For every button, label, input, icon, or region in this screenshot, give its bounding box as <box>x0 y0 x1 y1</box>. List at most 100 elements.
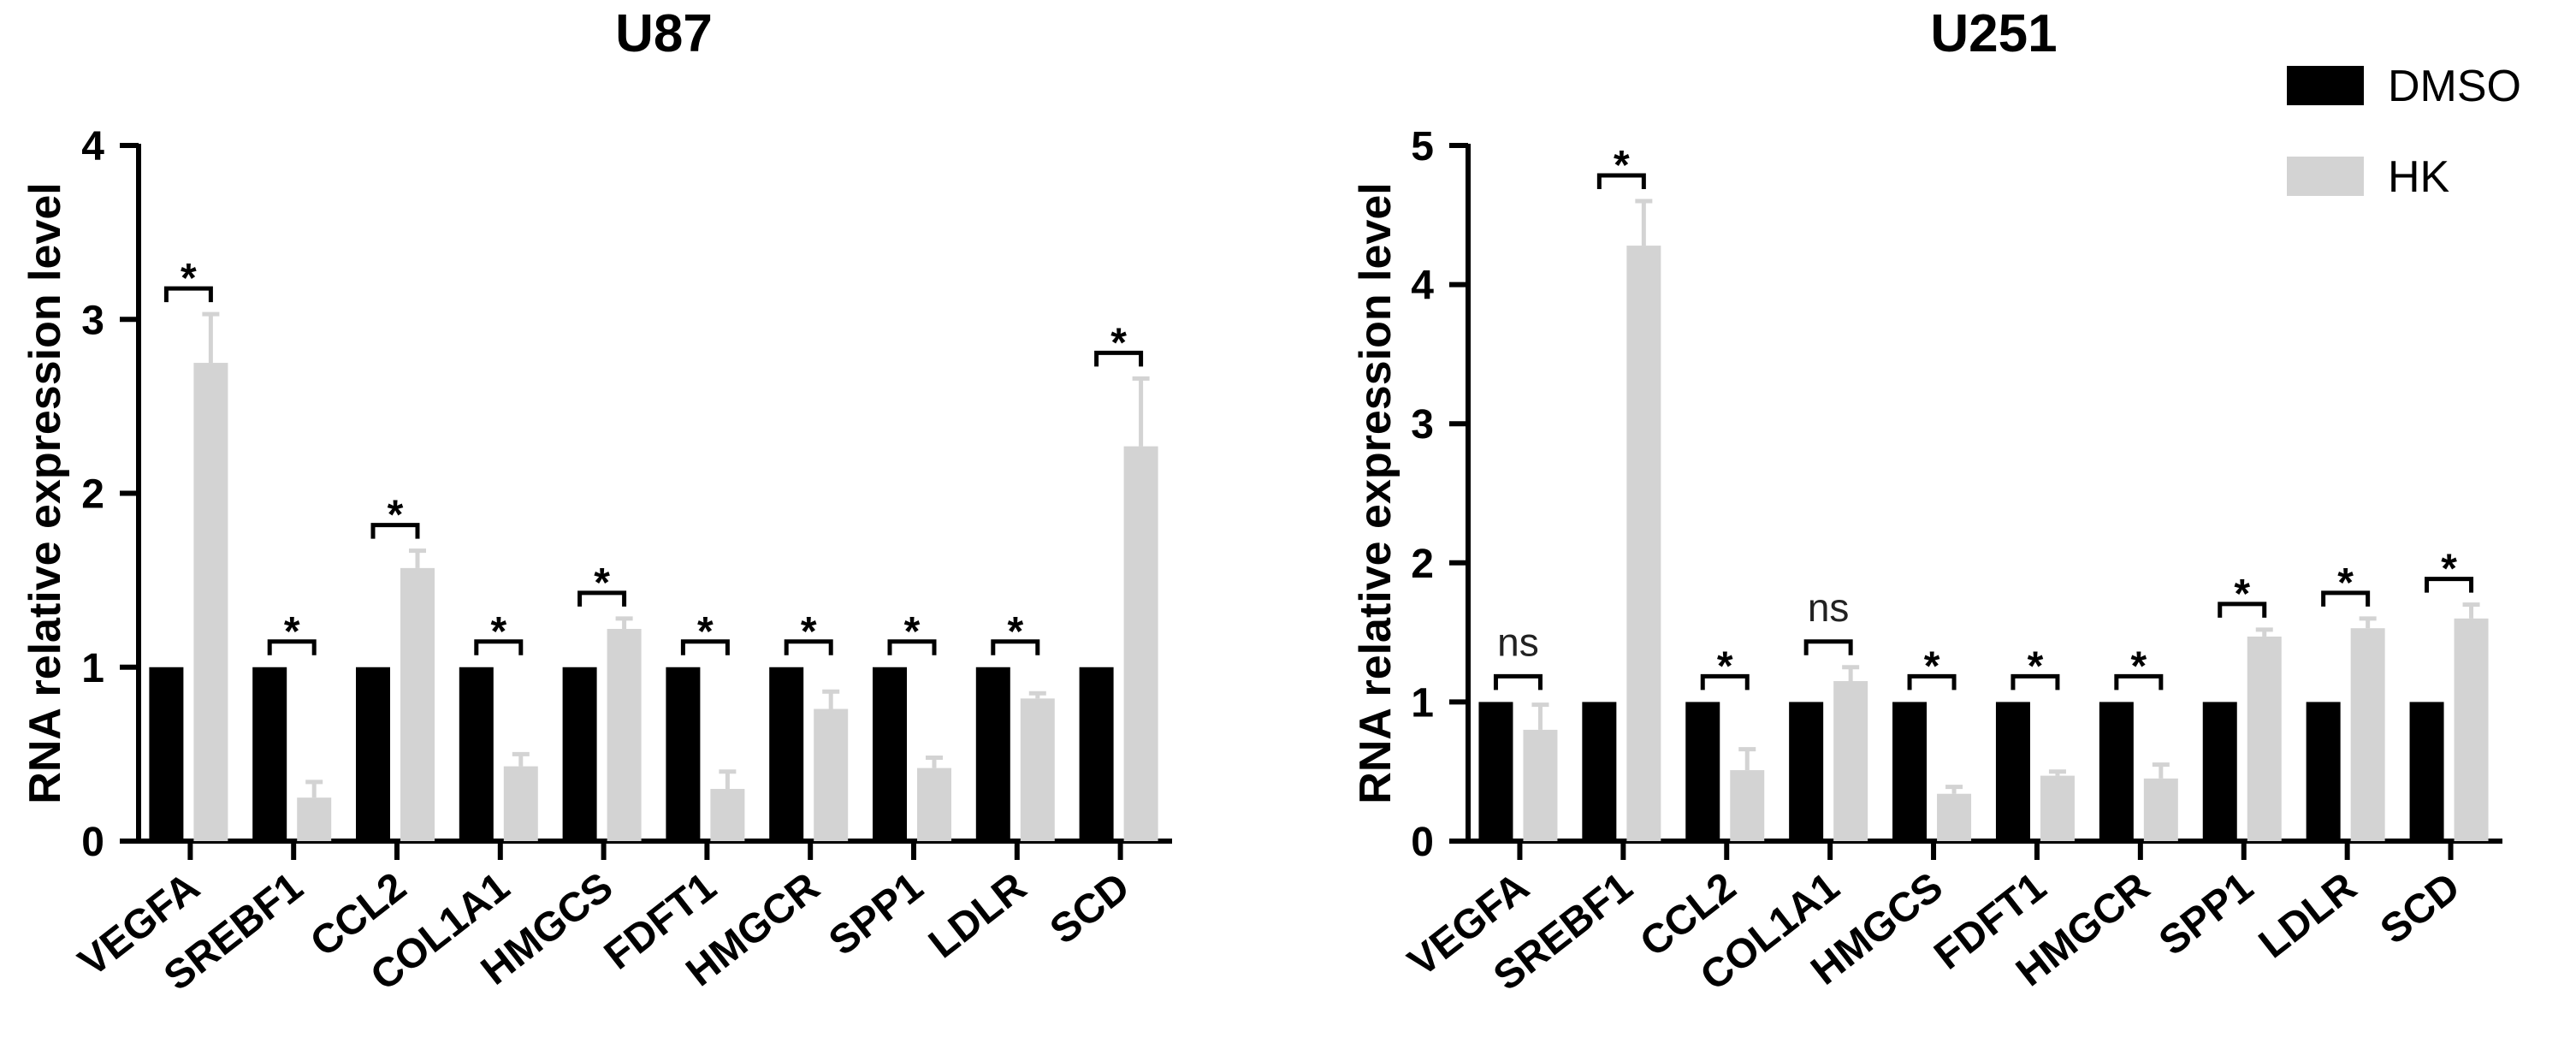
bar-dmso <box>873 667 907 841</box>
bar-dmso <box>1685 702 1720 841</box>
bar-hk <box>1523 729 1558 841</box>
bar-dmso <box>2306 702 2341 841</box>
significance-label: * <box>801 609 817 655</box>
bar-dmso <box>1789 702 1824 841</box>
y-axis-label: RNA relative expression level <box>21 182 70 803</box>
significance-label: * <box>1110 320 1127 365</box>
significance-bracket <box>991 639 1040 655</box>
bar-dmso <box>252 667 287 841</box>
significance-bracket <box>370 523 420 539</box>
bar-hk <box>1937 793 1972 841</box>
x-tick-label: SCD <box>1042 864 1138 953</box>
significance-label: * <box>2337 560 2354 606</box>
significance-bracket <box>2114 673 2164 691</box>
bar-dmso <box>356 667 390 841</box>
x-tick-label: SPP1 <box>820 864 931 964</box>
bar-dmso <box>975 667 1010 841</box>
chart-title: U251 <box>1930 4 2057 63</box>
bar-hk <box>710 789 745 841</box>
significance-label: ns <box>1497 619 1539 664</box>
significance-label: * <box>1924 643 1940 689</box>
bar-hk <box>1730 770 1765 841</box>
significance-bracket <box>474 639 524 655</box>
y-axis-label: RNA relative expression level <box>1351 182 1401 803</box>
significance-bracket <box>784 639 833 655</box>
y-tick-label: 0 <box>81 820 104 865</box>
bar-hk <box>2350 628 2385 841</box>
legend-label-dmso: DMSO <box>2388 62 2521 111</box>
y-tick-label: 5 <box>1411 124 1434 169</box>
significance-bracket <box>1700 673 1750 691</box>
significance-bracket <box>2321 590 2371 607</box>
bar-hk <box>400 567 435 841</box>
bar-dmso <box>1995 702 2030 841</box>
bar-dmso <box>1582 702 1617 841</box>
significance-bracket <box>577 590 627 607</box>
bar-hk <box>297 797 332 841</box>
bar-dmso <box>2202 702 2237 841</box>
significance-label: * <box>181 256 197 301</box>
bar-hk <box>1123 446 1158 841</box>
bar-hk <box>1020 698 1055 841</box>
y-tick-label: 1 <box>81 646 104 691</box>
legend-swatch-hk <box>2287 157 2364 196</box>
significance-bracket <box>2010 673 2060 691</box>
bar-hk <box>2143 778 2178 841</box>
legend: DMSO HK <box>2287 62 2521 202</box>
significance-label: * <box>284 609 300 655</box>
significance-label: * <box>2028 643 2044 689</box>
bar-dmso <box>149 667 184 841</box>
x-tick-label: SPP1 <box>2151 864 2261 964</box>
bar-hk <box>607 629 642 841</box>
y-tick-label: 4 <box>81 124 104 169</box>
significance-bracket <box>2425 577 2474 593</box>
bar-hk <box>917 768 951 841</box>
significance-label: ns <box>1808 585 1850 630</box>
significance-bracket <box>1094 350 1144 367</box>
significance-label: * <box>1717 643 1733 689</box>
bar-dmso <box>459 667 494 841</box>
legend-swatch-dmso <box>2287 66 2364 105</box>
bar-hk <box>814 708 849 841</box>
significance-label: * <box>2131 643 2147 689</box>
significance-label: * <box>697 609 714 655</box>
significance-bracket <box>680 639 730 655</box>
bar-hk <box>2040 775 2075 841</box>
y-tick-label: 4 <box>1411 264 1434 309</box>
significance-bracket <box>1493 673 1543 691</box>
bar-dmso <box>1079 667 1114 841</box>
bar-dmso <box>666 667 701 841</box>
x-tick-label: LDLR <box>2251 864 2365 968</box>
y-tick-label: 3 <box>1411 402 1434 448</box>
significance-label: * <box>594 560 610 606</box>
significance-bracket <box>267 639 317 655</box>
x-tick-label: SCD <box>2372 864 2468 953</box>
bar-dmso <box>769 667 804 841</box>
bar-dmso <box>2099 702 2134 841</box>
y-tick-label: 1 <box>1411 680 1434 726</box>
x-tick-label: LDLR <box>921 864 1034 968</box>
legend-label-hk: HK <box>2388 152 2450 202</box>
significance-bracket <box>2218 602 2267 618</box>
y-tick-label: 3 <box>81 298 104 343</box>
significance-bracket <box>1596 173 1646 190</box>
significance-label: * <box>388 493 404 538</box>
significance-label: * <box>2441 547 2457 592</box>
bar-hk <box>1833 681 1868 841</box>
significance-label: * <box>1007 609 1023 655</box>
chart-title: U87 <box>615 4 713 63</box>
bar-hk <box>503 766 538 841</box>
significance-label: * <box>2234 572 2250 617</box>
y-tick-label: 2 <box>81 472 104 518</box>
significance-bracket <box>163 286 213 303</box>
bar-hk <box>1626 246 1661 841</box>
bar-hk <box>2247 636 2282 841</box>
significance-label: * <box>904 609 921 655</box>
bar-hk <box>2454 618 2489 841</box>
significance-label: * <box>1614 143 1630 188</box>
bar-dmso <box>562 667 597 841</box>
bar-hk <box>193 363 228 841</box>
